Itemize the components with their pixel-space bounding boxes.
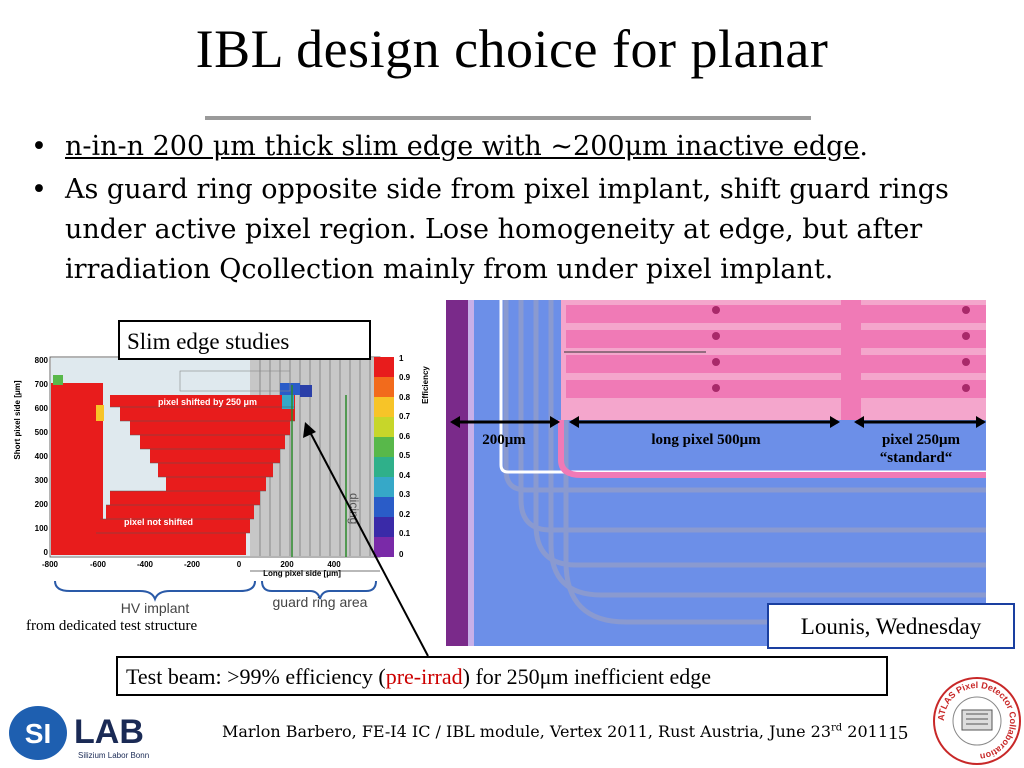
x-tick: -600: [90, 560, 107, 569]
x-tick: -800: [42, 560, 59, 569]
colorbar-tick: 0.2: [399, 510, 411, 519]
dim-long-label: long pixel 500μm: [651, 432, 761, 448]
lounis-box: Lounis, Wednesday: [767, 603, 1015, 649]
y-tick: 0: [44, 548, 49, 557]
bullet-1-underlined: n-in-n 200 μm thick slim edge with ~200μ…: [65, 131, 860, 162]
slim-edge-box: Slim edge studies: [118, 320, 371, 360]
pixel-rows: [566, 305, 986, 398]
page-number: 15: [888, 722, 908, 744]
bullet-1-tail: .: [859, 131, 868, 162]
y-tick: 400: [35, 452, 49, 461]
footer-main: Marlon Barbero, FE-I4 IC / IBL module, V…: [222, 722, 832, 741]
test-beam-red: pre-irrad: [385, 664, 463, 689]
silab-sub: Silizium Labor Bonn: [78, 751, 149, 760]
annot-frame: [179, 370, 291, 392]
bullet-dot: •: [31, 174, 47, 205]
efficiency-plot: Short pixel side [μm] 800 700 600 500 40…: [13, 354, 430, 616]
y-tick: 200: [35, 500, 49, 509]
edge-strip: [446, 300, 468, 646]
pixel-outlines: [96, 406, 295, 534]
colorbar-tick: 0.4: [399, 471, 411, 480]
colorbar-tick: 0.5: [399, 451, 411, 460]
annot-not-shifted: pixel not shifted: [124, 517, 193, 527]
silab-logo: SI LAB Silizium Labor Bonn: [9, 706, 149, 760]
colorbar-tick: 0.7: [399, 412, 411, 421]
bullet-2: • As guard ring opposite side from pixel…: [31, 170, 1010, 290]
dicing-label: dicing: [347, 493, 361, 524]
x-tick: 200: [280, 560, 294, 569]
green-markers: [291, 385, 347, 557]
guard-brace: [261, 580, 377, 600]
y-tick: 600: [35, 404, 49, 413]
x-tick: -200: [184, 560, 201, 569]
x-tick: -400: [137, 560, 154, 569]
atlas-pixel-logo: ATLAS Pixel Detector Collaboration: [933, 677, 1021, 765]
footer-sup: rd: [831, 722, 843, 734]
test-beam-pre: Test beam: >99% efficiency (: [126, 664, 386, 689]
colorbar-label: Efficiency: [421, 366, 430, 404]
y-tick: 300: [35, 476, 49, 485]
bump-dots: [712, 306, 970, 392]
silab-si: SI: [25, 718, 51, 749]
footer-text: Marlon Barbero, FE-I4 IC / IBL module, V…: [222, 722, 888, 741]
pixel-column: [841, 300, 861, 420]
colorbar-tick: 0: [399, 550, 404, 559]
colorbar: [374, 357, 394, 557]
colorbar-tick: 0.3: [399, 490, 411, 499]
hv-brace: [54, 580, 256, 602]
y-tick: 800: [35, 356, 49, 365]
bullet-2-text: As guard ring opposite side from pixel i…: [65, 174, 949, 285]
from-dedicated-caption: from dedicated test structure: [26, 618, 198, 634]
y-tick: 100: [35, 524, 49, 533]
hv-implant-label: HV implant: [121, 600, 190, 616]
test-beam-post: ) for 250μm inefficient edge: [462, 664, 712, 689]
dim-200-label: 200μm: [482, 432, 526, 448]
colorbar-tick: 1: [399, 354, 404, 363]
colorbar-tick: 0.8: [399, 393, 411, 402]
plot-ylabel: Short pixel side [μm]: [13, 380, 22, 459]
x-tick: 400: [327, 560, 341, 569]
guard-ring-label: guard ring area: [273, 594, 368, 610]
colorbar-tick: 0.6: [399, 432, 411, 441]
y-tick: 500: [35, 428, 49, 437]
slide-title: IBL design choice for planar: [195, 19, 829, 79]
y-tick: 700: [35, 380, 49, 389]
annot-shifted: pixel shifted by 250 μm: [158, 397, 257, 407]
bullet-1: • n-in-n 200 μm thick slim edge with ~20…: [31, 127, 1005, 167]
bullet-dot: •: [31, 131, 47, 162]
layout-image: 200μm long pixel 500μm pixel 250μm “stan…: [446, 300, 986, 646]
plot-xlabel: Long pixel side [μm]: [263, 569, 341, 578]
efficiency-map: [51, 375, 312, 555]
dim-250-label: pixel 250μm: [882, 432, 961, 448]
footer-year: 2011: [842, 722, 889, 741]
colorbar-tick: 0.1: [399, 529, 411, 538]
silab-lab: LAB: [74, 713, 144, 751]
test-beam-box: Test beam: >99% efficiency (pre-irrad) f…: [116, 656, 888, 696]
title-underline: [205, 116, 811, 120]
colorbar-tick: 0.9: [399, 373, 411, 382]
dim-standard-label: “standard“: [880, 450, 953, 466]
x-tick: 0: [237, 560, 242, 569]
inner-edge: [499, 300, 986, 474]
guard-rings: [503, 300, 986, 625]
